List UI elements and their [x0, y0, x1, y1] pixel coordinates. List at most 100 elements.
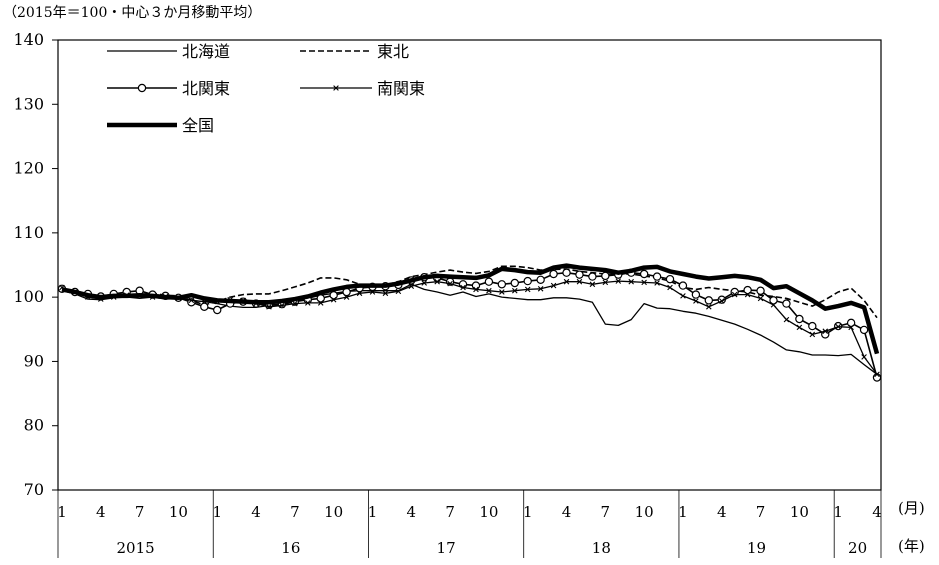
series-point	[861, 354, 867, 360]
series-point	[536, 275, 545, 284]
x-tick-label: 4	[407, 503, 417, 521]
series-point	[809, 331, 816, 338]
x-tick-label: 4	[562, 503, 572, 521]
series-point	[846, 318, 856, 328]
series-point	[576, 278, 583, 285]
year-label: 17	[437, 539, 456, 557]
x-tick-label: 1	[523, 503, 533, 521]
series-point	[691, 290, 701, 299]
series-point	[395, 288, 402, 295]
series-point	[213, 305, 222, 315]
series-point	[421, 280, 428, 286]
series-point	[510, 278, 519, 288]
x-axis: 1 4 7 10 1 4 7 10 1 4 7 10 1 4 7 10 1 4 7 10 1 4 2015 16 17 18 19 2…	[57, 490, 882, 558]
chart-subtitle: （2015年＝100・中心３か月移動平均）	[3, 5, 261, 21]
series-point	[471, 281, 481, 290]
series-point	[562, 268, 571, 277]
legend-label: 全国	[182, 116, 214, 135]
x-tick-label: 1	[212, 503, 222, 521]
series-point	[615, 278, 622, 284]
legend-label: 北海道	[182, 42, 230, 61]
x-tick-label: 1	[57, 503, 67, 521]
legend-marker	[333, 85, 339, 91]
series-point	[575, 270, 584, 279]
series-point	[757, 295, 764, 302]
x-tick-label: 4	[96, 503, 106, 521]
y-tick-label: 120	[13, 159, 44, 178]
series-point	[667, 284, 673, 291]
series-point	[460, 284, 466, 291]
series-line-3	[61, 271, 878, 378]
series-point	[718, 298, 725, 304]
legend-marker	[137, 83, 147, 93]
series-point	[796, 324, 803, 331]
series-point	[550, 282, 557, 289]
y-tick-label: 100	[13, 287, 44, 306]
series-point	[305, 300, 311, 306]
series-point	[484, 277, 494, 286]
x-tick-label: 7	[601, 503, 611, 521]
series-point	[434, 278, 440, 285]
series-point	[756, 286, 765, 295]
series-point	[382, 290, 389, 297]
series-point	[292, 300, 298, 307]
y-axis: 70 80 90 100 110 120 130 140	[13, 30, 58, 499]
series-point	[588, 272, 597, 281]
series-point	[782, 299, 791, 308]
series-point	[770, 302, 777, 308]
legend-label: 東北	[377, 42, 409, 61]
series-point	[563, 278, 570, 285]
series-point	[808, 321, 817, 331]
series-point	[874, 371, 880, 378]
series-point	[693, 298, 699, 304]
series-point	[795, 314, 804, 324]
series-point	[330, 296, 337, 303]
series-point	[835, 323, 841, 330]
series-point	[369, 289, 376, 295]
series-point	[730, 287, 739, 297]
y-tick-label: 130	[13, 94, 44, 113]
series-point	[408, 283, 415, 290]
x-tick-label: 7	[290, 503, 300, 521]
series-line-4	[61, 280, 878, 375]
x-tick-label: 4	[251, 503, 261, 521]
x-tick-label: 1	[833, 503, 843, 521]
series-point	[744, 291, 751, 298]
year-unit-label: (年)	[898, 537, 925, 555]
series-point	[783, 316, 790, 323]
series-point	[447, 280, 453, 287]
series-point	[279, 302, 285, 309]
x-tick-label: 7	[756, 503, 766, 521]
x-unit-label: (月)	[898, 499, 925, 517]
plot-frame	[57, 39, 882, 491]
series-point	[266, 303, 272, 310]
series-point	[706, 303, 712, 310]
series-point	[486, 287, 492, 294]
x-tick-label: 7	[445, 503, 455, 521]
series-point	[680, 293, 686, 299]
series-point	[497, 280, 507, 289]
year-label: 2015	[117, 539, 155, 557]
x-tick-label: 1	[368, 503, 378, 521]
series-point	[602, 279, 609, 286]
series-point	[601, 271, 610, 281]
series-lines	[57, 263, 882, 382]
series-point	[537, 285, 544, 292]
series-point	[511, 287, 518, 294]
series-point	[589, 281, 596, 288]
series-point	[473, 286, 479, 293]
series-point	[654, 280, 660, 286]
year-label: 16	[281, 539, 300, 557]
y-tick-label: 140	[13, 30, 44, 49]
series-point	[523, 276, 532, 286]
series-point	[524, 286, 531, 293]
series-point	[499, 289, 505, 295]
series-point	[639, 269, 649, 279]
series-line-5	[61, 263, 880, 355]
series-point	[848, 324, 854, 331]
x-tick-label: 10	[169, 503, 188, 521]
series-point	[678, 281, 688, 290]
y-tick-label: 80	[24, 416, 44, 435]
